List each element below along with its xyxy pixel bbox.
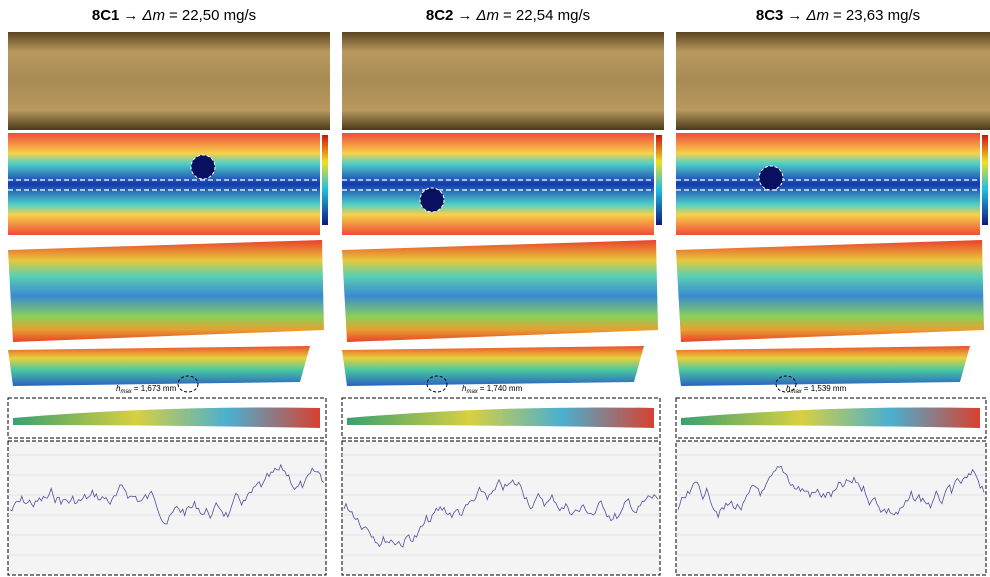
- sample-photo: [8, 32, 330, 130]
- colorbar: [656, 135, 662, 225]
- arrow: →: [123, 7, 138, 24]
- hmax-label: hmax= 1,673 mm: [116, 384, 177, 395]
- column-title: 8C2→Δm= 22,54 mg/s: [426, 7, 590, 24]
- hmax-subscript: max: [120, 389, 132, 395]
- surface-3d: [342, 240, 658, 342]
- side-view: [8, 346, 310, 386]
- hmax-label: hmax= 1,539 mm: [786, 384, 847, 395]
- sample-photo: [342, 32, 664, 130]
- delta-value: = 23,63 mg/s: [833, 7, 920, 24]
- side-view: [342, 346, 644, 386]
- delta-symbol: Δm: [141, 7, 165, 24]
- hmax-label: hmax= 1,740 mm: [462, 384, 523, 395]
- delta-symbol: Δm: [805, 7, 829, 24]
- hmax-subscript: max: [466, 389, 478, 395]
- delta-value: = 22,54 mg/s: [503, 7, 590, 24]
- figure: 8C1→Δm= 22,50 mg/shmax= 1,673 mm8C2→Δm= …: [0, 0, 990, 577]
- hmax-value: = 1,740 mm: [480, 384, 523, 393]
- sample-id: 8C1: [92, 7, 120, 24]
- hmax-value: = 1,539 mm: [804, 384, 847, 393]
- arrow: →: [457, 7, 472, 24]
- max-marker: [759, 166, 783, 190]
- surface-3d: [676, 240, 984, 342]
- delta-symbol: Δm: [475, 7, 499, 24]
- surface-3d: [8, 240, 324, 342]
- heatmap: [8, 133, 320, 235]
- sample-id: 8C2: [426, 7, 454, 24]
- sample-photo: [676, 32, 990, 130]
- column-title: 8C1→Δm= 22,50 mg/s: [92, 7, 256, 24]
- hmax-value: = 1,673 mm: [134, 384, 177, 393]
- side-view: [676, 346, 970, 386]
- delta-value: = 22,50 mg/s: [169, 7, 256, 24]
- arrow: →: [787, 7, 802, 24]
- column-title: 8C3→Δm= 23,63 mg/s: [756, 7, 920, 24]
- heatmap: [676, 133, 980, 235]
- colorbar: [322, 135, 328, 225]
- sample-id: 8C3: [756, 7, 784, 24]
- heatmap: [342, 133, 654, 235]
- max-marker: [191, 155, 215, 179]
- max-marker: [420, 188, 444, 212]
- colorbar: [982, 135, 988, 225]
